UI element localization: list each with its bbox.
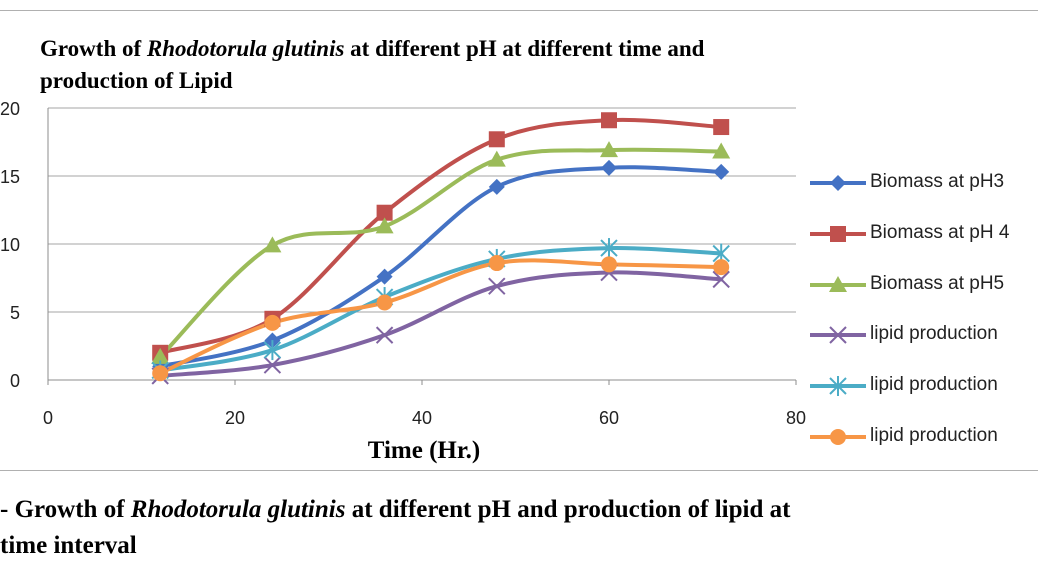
x-tick-label-0: 0 xyxy=(43,408,53,428)
legend-label-5: lipid production xyxy=(870,374,998,396)
series-line-3 xyxy=(158,147,724,359)
data-point-s6-5 xyxy=(601,256,617,273)
y-tick-label-20: 20 xyxy=(0,99,20,119)
data-point-s1-3 xyxy=(376,268,393,285)
data-point-s2-5 xyxy=(601,112,617,129)
data-point-s2-3 xyxy=(376,204,393,221)
x-tick-label-40: 40 xyxy=(412,408,432,428)
data-point-s5-5 xyxy=(600,238,618,259)
legend: Biomass at pH3 Biomass at pH 4 Biomass at … xyxy=(808,158,1038,463)
legend-swatch-2 xyxy=(810,225,866,242)
legend-item-6: lipid production xyxy=(808,412,1038,463)
data-point-s2-4 xyxy=(488,131,505,148)
data-point-s3-2 xyxy=(263,236,282,253)
legend-item-5: lipid production xyxy=(808,361,1038,412)
caption-prefix: - Growth of xyxy=(0,496,131,523)
series-line-2 xyxy=(158,117,724,355)
title-part-3: at different pH at different time and xyxy=(344,36,705,61)
x-tick-label-20: 20 xyxy=(225,408,245,428)
x-tick-label-80: 80 xyxy=(786,408,806,428)
legend-marker-3 xyxy=(829,275,847,292)
legend-swatch-5 xyxy=(810,376,866,397)
y-tick-label-0: 0 xyxy=(10,371,20,391)
legend-item-1: Biomass at pH3 xyxy=(808,158,1038,209)
title-line-2: production of Lipid xyxy=(40,68,233,93)
data-point-s1-4 xyxy=(488,178,505,195)
legend-swatch-4 xyxy=(810,326,866,345)
data-point-s6-2 xyxy=(264,314,281,331)
legend-swatch-1 xyxy=(810,175,866,191)
data-point-s3-6 xyxy=(712,142,731,159)
legend-label-1: Biomass at pH3 xyxy=(870,171,1005,192)
data-point-s3-1 xyxy=(151,347,170,364)
data-point-s5-2 xyxy=(263,340,282,361)
series-line-5 xyxy=(158,245,724,373)
data-point-s6-6 xyxy=(713,259,730,276)
series-markers xyxy=(151,112,731,385)
legend-item-3: Biomass at pH5 xyxy=(808,260,1038,311)
figure-caption: - Growth of Rhodotorula glutinis at diff… xyxy=(0,492,1038,564)
legend-item-4: lipid production xyxy=(808,310,1038,361)
data-point-s1-5 xyxy=(601,159,617,176)
data-point-s3-5 xyxy=(600,141,618,158)
x-axis-title: Time (Hr.) xyxy=(368,437,481,464)
bottom-border xyxy=(0,470,1038,471)
top-border xyxy=(0,10,1038,11)
y-tick-label-10: 10 xyxy=(0,235,20,255)
data-point-s6-3 xyxy=(376,294,393,311)
data-point-s2-6 xyxy=(713,119,730,136)
series-lines xyxy=(158,117,724,378)
legend-marker-5 xyxy=(829,376,847,397)
data-point-s3-3 xyxy=(375,217,394,234)
caption-line-2: time interval xyxy=(0,532,137,559)
tick-labels: 0 5 10 15 20 0 20 40 60 80 Time (Hr.) xyxy=(0,99,806,464)
title-species: Rhodotorula glutinis xyxy=(146,36,345,61)
data-point-s6-4 xyxy=(488,255,505,272)
series-line-6 xyxy=(158,258,724,376)
legend-label-4: lipid production xyxy=(870,323,998,345)
data-point-s4-3 xyxy=(375,326,394,344)
caption-suffix: at different pH and production of lipid … xyxy=(345,496,791,523)
legend-item-2: Biomass at pH 4 xyxy=(808,209,1038,260)
legend-marker-1 xyxy=(830,175,846,191)
legend-label-6: lipid production xyxy=(870,424,998,446)
data-point-s6-1 xyxy=(152,365,169,382)
legend-swatch-6 xyxy=(810,428,866,445)
data-point-s1-6 xyxy=(713,163,730,180)
y-tick-label-15: 15 xyxy=(0,167,20,187)
legend-label-3: Biomass at pH5 xyxy=(870,272,1005,294)
data-point-s4-6 xyxy=(712,270,730,289)
caption-species: Rhodotorula glutinis xyxy=(130,496,346,523)
y-tick-label-5: 5 xyxy=(10,303,20,323)
data-point-s4-4 xyxy=(488,277,506,295)
series-line-4 xyxy=(158,270,724,378)
legend-marker-4 xyxy=(829,326,847,345)
legend-label-2: Biomass at pH 4 xyxy=(870,221,1010,243)
legend-marker-2 xyxy=(830,225,846,242)
chart-title: Growth of Rhodotorula glutinis at differ… xyxy=(40,33,1038,97)
data-point-s4-2 xyxy=(263,356,282,374)
legend-swatch-3 xyxy=(810,275,866,292)
legend-marker-6 xyxy=(830,428,846,445)
x-tick-label-60: 60 xyxy=(599,408,619,428)
title-part-1: Growth of xyxy=(40,36,147,61)
data-point-s3-4 xyxy=(487,150,506,167)
